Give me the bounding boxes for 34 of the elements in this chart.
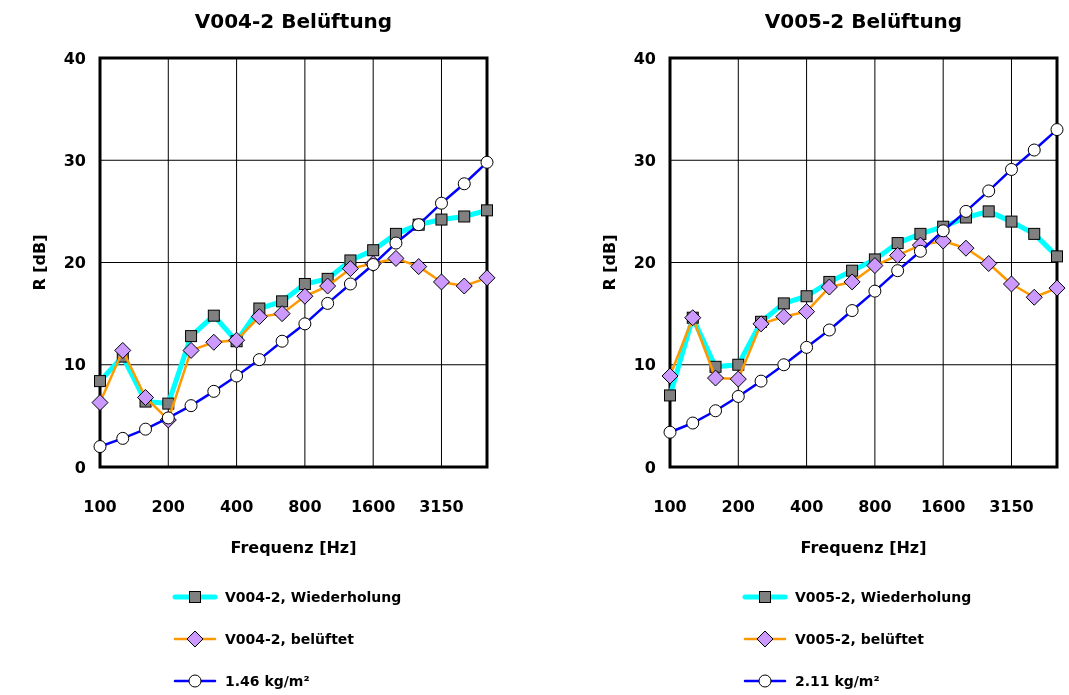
- legend-label: V005-2, belüftet: [795, 630, 925, 647]
- x-axis-title: Frequenz [Hz]: [230, 538, 357, 557]
- y-tick-label: 40: [63, 48, 86, 68]
- chart-title: V004-2 Belüftung: [194, 9, 393, 33]
- x-tick-label: 3150: [419, 496, 464, 516]
- y-axis-title: R [dB]: [600, 234, 619, 291]
- x-axis-title: Frequenz [Hz]: [800, 538, 927, 557]
- x-tick-label: 200: [721, 496, 755, 516]
- chart-title: V005-2 Belüftung: [764, 9, 963, 33]
- y-tick-label: 10: [63, 355, 86, 375]
- y-tick-label: 40: [633, 48, 656, 68]
- x-tick-label: 800: [858, 496, 892, 516]
- x-tick-label: 100: [83, 496, 117, 516]
- y-tick-label: 0: [644, 457, 656, 477]
- y-tick-label: 10: [633, 355, 656, 375]
- legend-label: V004-2, belüftet: [225, 630, 355, 647]
- legend-label: 1.46 kg/m²: [225, 672, 310, 689]
- x-tick-label: 400: [219, 496, 254, 516]
- x-tick-label: 1600: [350, 496, 396, 516]
- y-tick-label: 30: [63, 150, 86, 170]
- legend-label: V005-2, Wiederholung: [795, 588, 972, 605]
- y-tick-label: 30: [633, 150, 656, 170]
- x-tick-label: 400: [789, 496, 824, 516]
- x-tick-label: 100: [653, 496, 687, 516]
- y-axis-title: R [dB]: [30, 234, 49, 291]
- y-tick-label: 20: [63, 253, 86, 273]
- x-tick-label: 800: [288, 496, 322, 516]
- x-tick-label: 3150: [989, 496, 1034, 516]
- x-tick-label: 1600: [920, 496, 966, 516]
- legend-label: 2.11 kg/m²: [795, 672, 880, 689]
- x-tick-label: 200: [151, 496, 185, 516]
- y-tick-label: 20: [633, 253, 656, 273]
- legend-label: V004-2, Wiederholung: [225, 588, 402, 605]
- y-tick-label: 0: [74, 457, 86, 477]
